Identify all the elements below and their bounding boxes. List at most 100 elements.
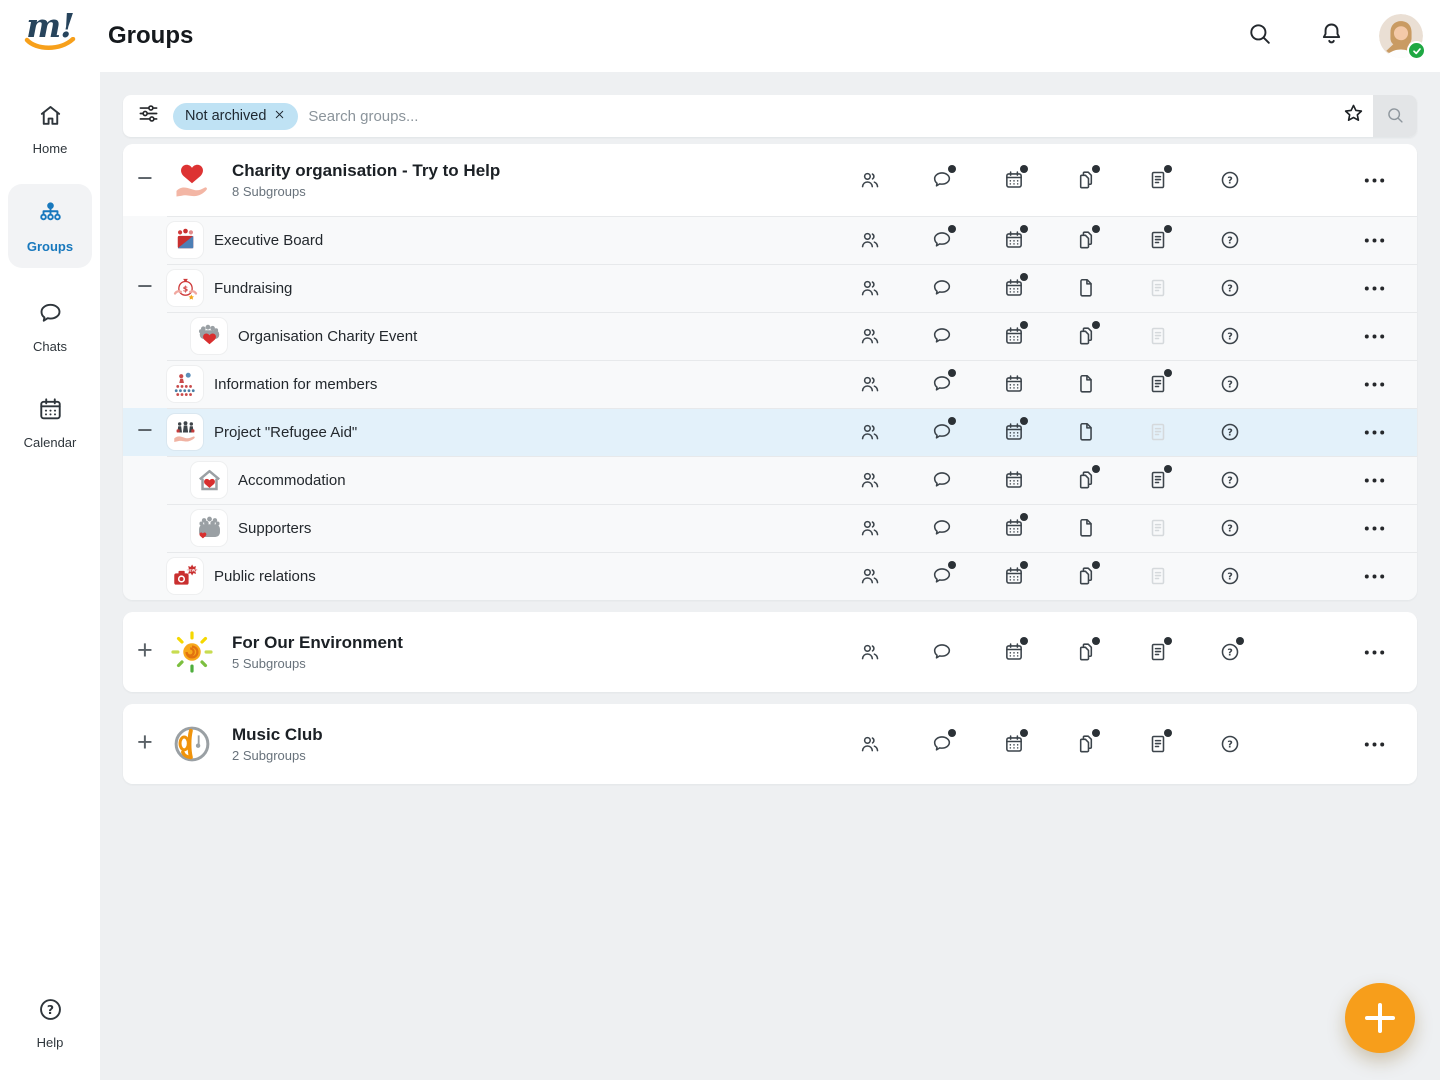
chat-action-icon[interactable] bbox=[906, 417, 978, 443]
search-input[interactable] bbox=[308, 107, 1333, 125]
files-action-icon[interactable] bbox=[1050, 373, 1122, 395]
group-row[interactable]: Information for members? bbox=[123, 360, 1417, 408]
calendar-action-icon[interactable] bbox=[978, 729, 1050, 755]
group-row[interactable]: − Charity organisation - Try to Help 8 Sub… bbox=[123, 144, 1417, 216]
more-options-button[interactable] bbox=[1362, 324, 1387, 349]
calendar-action-icon[interactable] bbox=[978, 637, 1050, 663]
notes-action-icon[interactable] bbox=[1122, 637, 1194, 663]
files-action-icon[interactable] bbox=[1050, 277, 1122, 299]
notes-action-icon[interactable] bbox=[1122, 465, 1194, 491]
group-row[interactable]: NEWS Public relations? bbox=[123, 552, 1417, 600]
calendar-action-icon[interactable] bbox=[978, 321, 1050, 347]
calendar-action-icon[interactable] bbox=[978, 273, 1050, 299]
files-action-icon[interactable] bbox=[1050, 421, 1122, 443]
sidebar-item-groups[interactable]: Groups bbox=[8, 184, 92, 268]
files-action-icon[interactable] bbox=[1050, 561, 1122, 587]
search-submit-button[interactable] bbox=[1373, 95, 1417, 137]
more-options-button[interactable] bbox=[1362, 372, 1387, 397]
members-action-icon[interactable] bbox=[834, 469, 906, 491]
members-action-icon[interactable] bbox=[834, 421, 906, 443]
help-action-icon[interactable]: ? bbox=[1194, 637, 1266, 663]
help-action-icon[interactable]: ? bbox=[1194, 517, 1266, 539]
group-row[interactable]: Accommodation? bbox=[123, 456, 1417, 504]
files-action-icon[interactable] bbox=[1050, 729, 1122, 755]
members-action-icon[interactable] bbox=[834, 733, 906, 755]
more-options-button[interactable] bbox=[1362, 516, 1387, 541]
help-action-icon[interactable]: ? bbox=[1194, 229, 1266, 251]
more-options-button[interactable] bbox=[1362, 168, 1387, 193]
group-row[interactable]: Organisation Charity Event? bbox=[123, 312, 1417, 360]
files-action-icon[interactable] bbox=[1050, 165, 1122, 191]
notes-action-icon[interactable] bbox=[1122, 729, 1194, 755]
chat-action-icon[interactable] bbox=[906, 369, 978, 395]
members-action-icon[interactable] bbox=[834, 169, 906, 191]
more-options-button[interactable] bbox=[1362, 228, 1387, 253]
members-action-icon[interactable] bbox=[834, 373, 906, 395]
calendar-action-icon[interactable] bbox=[978, 513, 1050, 539]
help-action-icon[interactable]: ? bbox=[1194, 421, 1266, 443]
more-options-button[interactable] bbox=[1362, 276, 1387, 301]
members-action-icon[interactable] bbox=[834, 229, 906, 251]
notification-dot bbox=[1164, 729, 1172, 737]
more-options-button[interactable] bbox=[1362, 468, 1387, 493]
files-action-icon[interactable] bbox=[1050, 225, 1122, 251]
calendar-action-icon[interactable] bbox=[978, 373, 1050, 395]
help-action-icon[interactable]: ? bbox=[1194, 169, 1266, 191]
group-row[interactable]: − Project "Refugee Aid"? bbox=[123, 408, 1417, 456]
sidebar-item-help[interactable]: ? Help bbox=[8, 986, 92, 1060]
topbar-notifications-button[interactable] bbox=[1311, 16, 1351, 56]
help-action-icon[interactable]: ? bbox=[1194, 373, 1266, 395]
files-action-icon[interactable] bbox=[1050, 465, 1122, 491]
calendar-action-icon[interactable] bbox=[978, 561, 1050, 587]
files-action-icon[interactable] bbox=[1050, 637, 1122, 663]
more-options-button[interactable] bbox=[1362, 420, 1387, 445]
sidebar-item-home[interactable]: Home bbox=[8, 92, 92, 166]
notes-action-icon[interactable] bbox=[1122, 165, 1194, 191]
topbar-search-button[interactable] bbox=[1239, 16, 1279, 56]
members-action-icon[interactable] bbox=[834, 277, 906, 299]
members-action-icon[interactable] bbox=[834, 641, 906, 663]
files-action-icon[interactable] bbox=[1050, 517, 1122, 539]
chat-action-icon[interactable] bbox=[906, 517, 978, 539]
group-row[interactable]: + For Our Environment 5 Subgroups? bbox=[123, 612, 1417, 692]
help-action-icon[interactable]: ? bbox=[1194, 325, 1266, 347]
calendar-action-icon[interactable] bbox=[978, 165, 1050, 191]
chat-action-icon[interactable] bbox=[906, 729, 978, 755]
chat-action-icon[interactable] bbox=[906, 469, 978, 491]
chat-action-icon[interactable] bbox=[906, 277, 978, 299]
more-options-button[interactable] bbox=[1362, 640, 1387, 665]
notes-action-icon[interactable] bbox=[1122, 369, 1194, 395]
files-action-icon[interactable] bbox=[1050, 321, 1122, 347]
more-options-button[interactable] bbox=[1362, 732, 1387, 757]
chat-action-icon[interactable] bbox=[906, 641, 978, 663]
help-action-icon[interactable]: ? bbox=[1194, 733, 1266, 755]
close-icon[interactable] bbox=[273, 108, 286, 125]
app-logo[interactable]: m! bbox=[24, 8, 76, 70]
sidebar-item-calendar[interactable]: Calendar bbox=[8, 386, 92, 460]
add-group-fab[interactable] bbox=[1345, 983, 1415, 1053]
help-action-icon[interactable]: ? bbox=[1194, 277, 1266, 299]
calendar-action-icon[interactable] bbox=[978, 225, 1050, 251]
favorite-star-icon[interactable] bbox=[1333, 96, 1373, 136]
calendar-action-icon[interactable] bbox=[978, 469, 1050, 491]
members-action-icon[interactable] bbox=[834, 565, 906, 587]
members-action-icon[interactable] bbox=[834, 517, 906, 539]
filter-chip-not-archived[interactable]: Not archived bbox=[173, 102, 299, 130]
notes-action-icon[interactable] bbox=[1122, 225, 1194, 251]
help-action-icon[interactable]: ? bbox=[1194, 469, 1266, 491]
chat-action-icon[interactable] bbox=[906, 225, 978, 251]
more-options-button[interactable] bbox=[1362, 564, 1387, 589]
chat-action-icon[interactable] bbox=[906, 561, 978, 587]
group-row[interactable]: Supporters? bbox=[123, 504, 1417, 552]
calendar-action-icon[interactable] bbox=[978, 417, 1050, 443]
chat-action-icon[interactable] bbox=[906, 325, 978, 347]
chat-action-icon[interactable] bbox=[906, 165, 978, 191]
group-row[interactable]: − $ Fundraising? bbox=[123, 264, 1417, 312]
members-action-icon[interactable] bbox=[834, 325, 906, 347]
filter-sliders-icon[interactable] bbox=[137, 102, 160, 130]
user-avatar[interactable] bbox=[1379, 14, 1426, 60]
group-row[interactable]: Executive Board? bbox=[123, 216, 1417, 264]
sidebar-item-chats[interactable]: Chats bbox=[8, 290, 92, 364]
help-action-icon[interactable]: ? bbox=[1194, 565, 1266, 587]
group-row[interactable]: + Music Club 2 Subgroups? bbox=[123, 704, 1417, 784]
